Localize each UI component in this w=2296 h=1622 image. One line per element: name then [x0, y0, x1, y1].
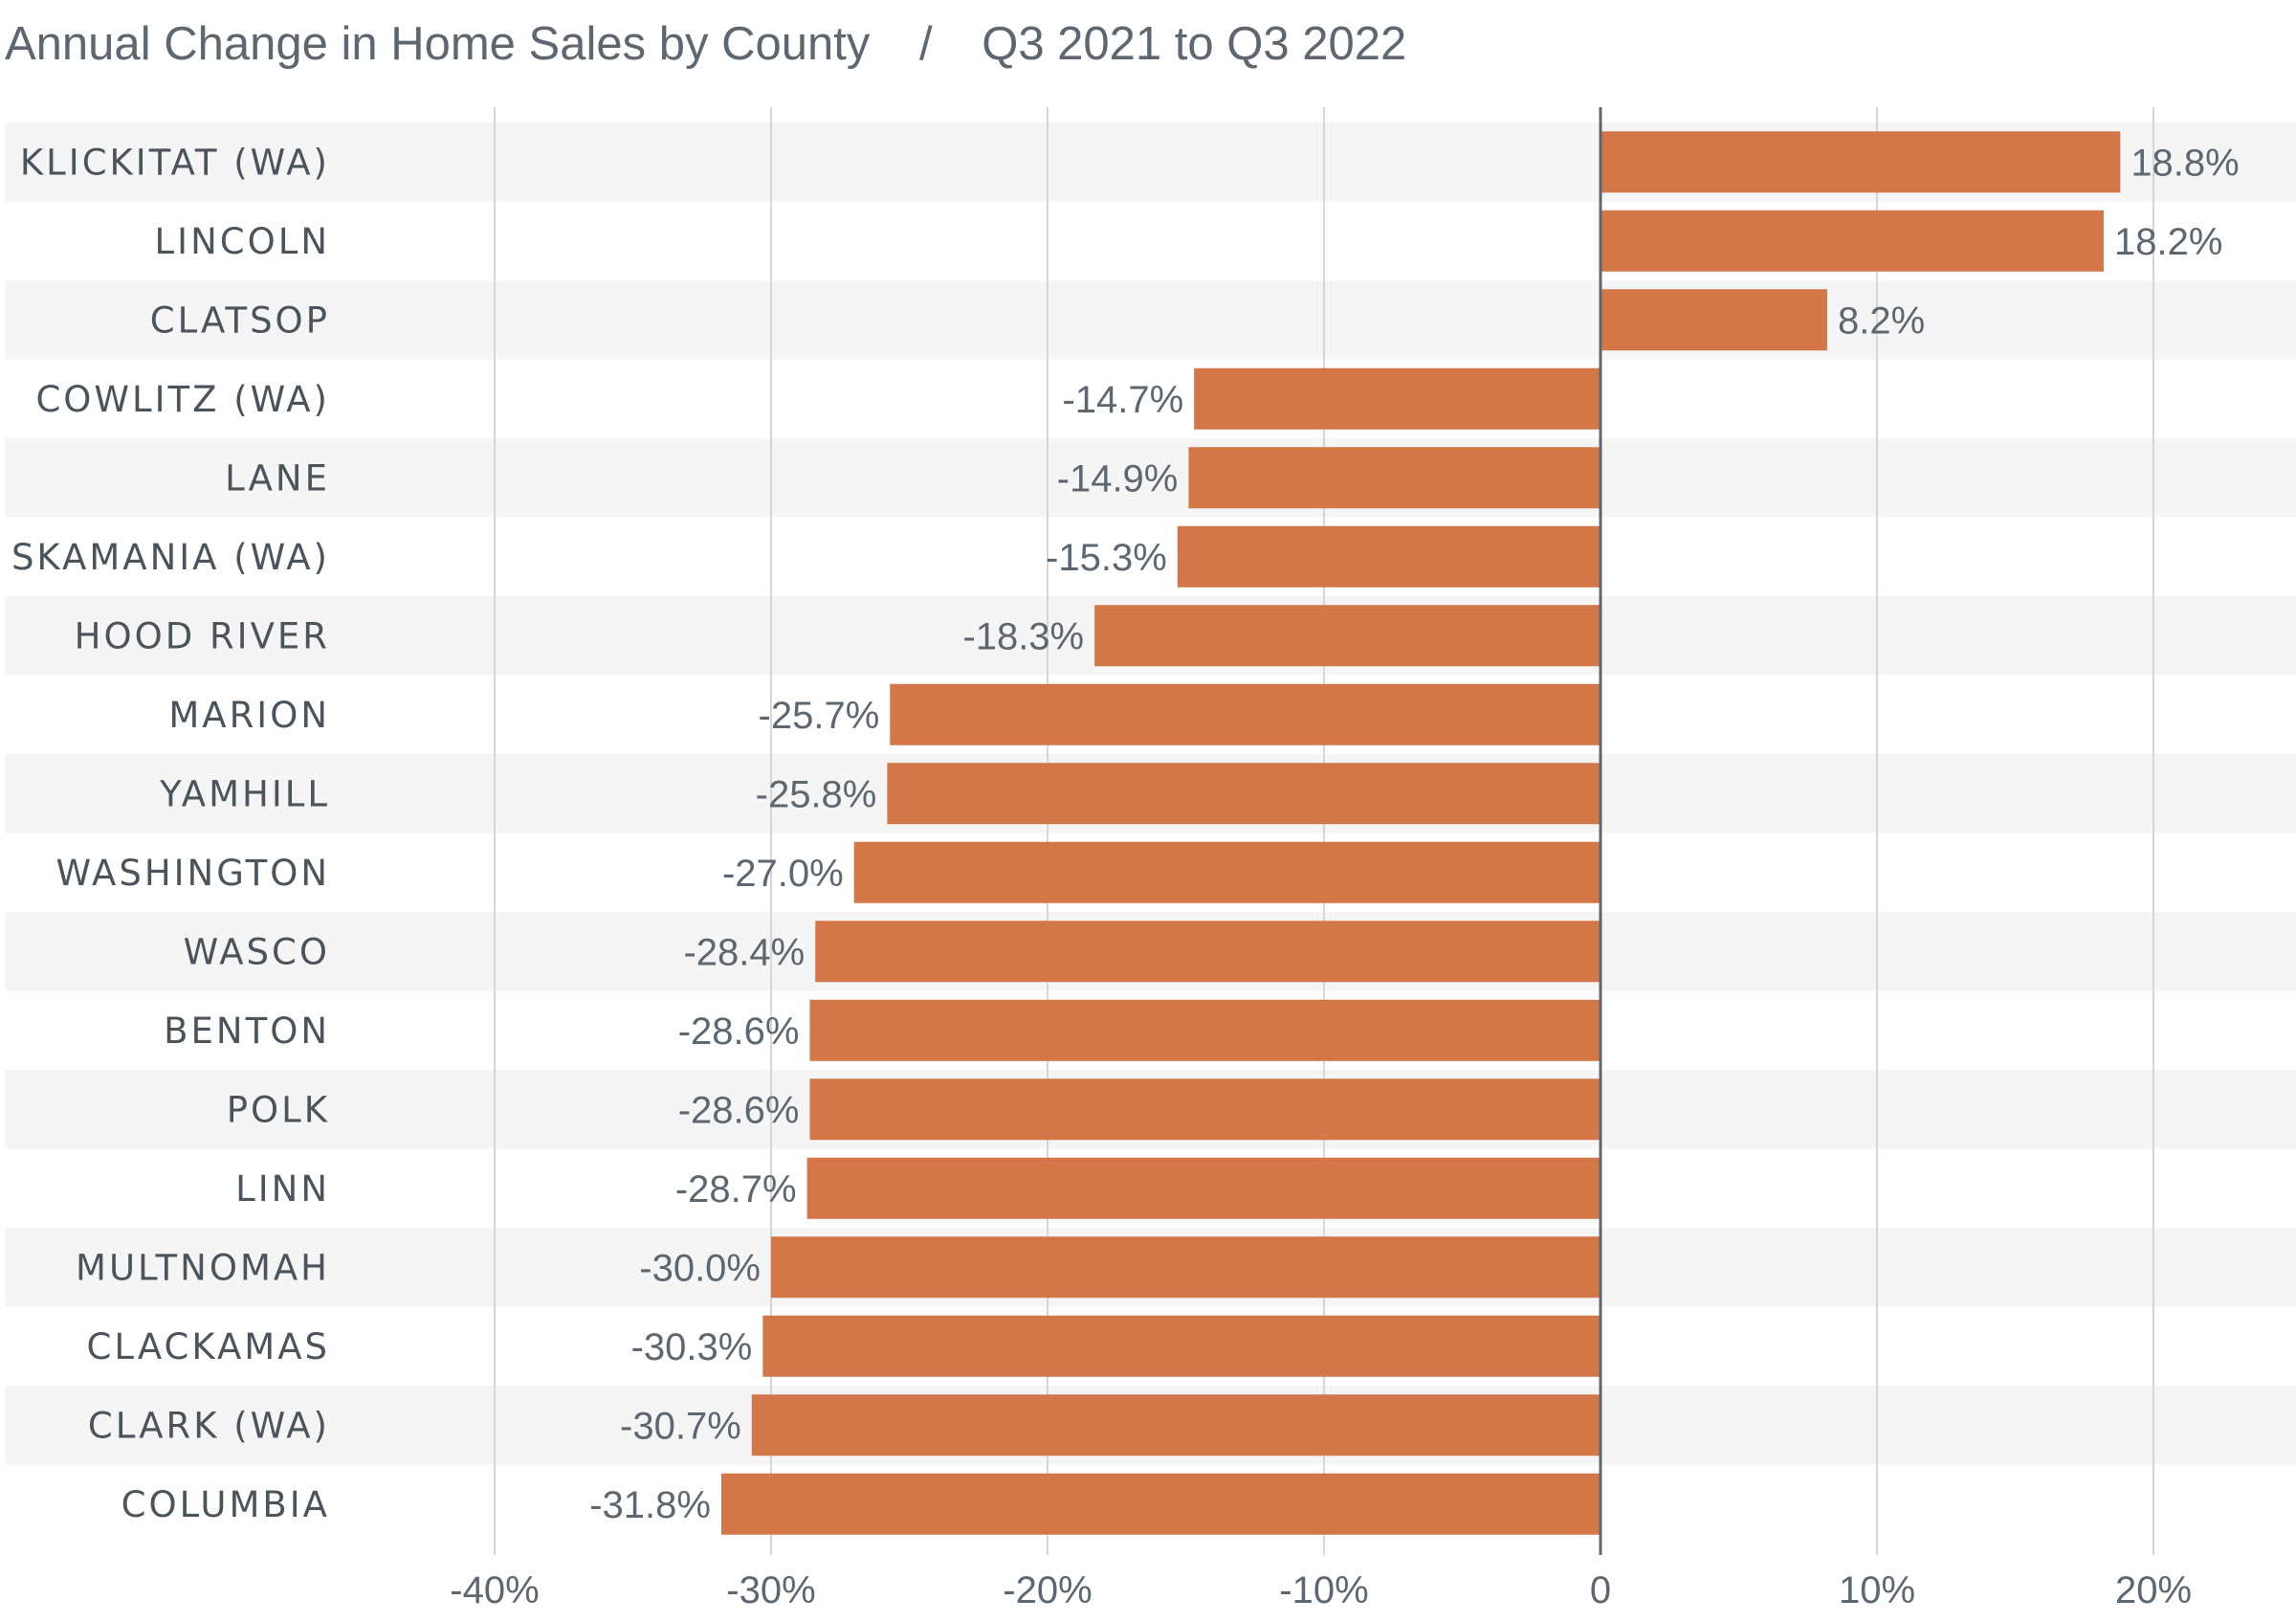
category-label: LINN [235, 1168, 330, 1210]
bar [1601, 131, 2121, 193]
category-label: BENTON [164, 1011, 330, 1052]
bar [890, 683, 1601, 745]
bar [1094, 605, 1601, 667]
value-labels: 18.8% 18.2% 8.2% -14.7% -14.9% -15.3% -18.3% -2… [589, 142, 2240, 1526]
value-label: -15.3% [1046, 537, 1167, 579]
bar [815, 921, 1601, 983]
chart-title: Annual Change in Home Sales by County / … [5, 18, 1406, 70]
category-label: CLACKAMAS [87, 1326, 330, 1367]
value-label: -28.7% [675, 1168, 797, 1211]
category-label: COLUMBIA [121, 1484, 330, 1525]
value-label: -25.8% [756, 773, 877, 815]
category-label: SKAMANIA (WA) [11, 537, 330, 578]
bar [762, 1315, 1601, 1377]
bar [1177, 525, 1601, 588]
bar [720, 1473, 1601, 1535]
value-label: -30.0% [639, 1247, 761, 1289]
bar [806, 1157, 1601, 1219]
bar [887, 763, 1601, 825]
category-labels: KLICKITAT (WA) LINCOLN CLATSOP COWLITZ (WA)… [11, 142, 330, 1525]
value-label: 18.2% [2114, 221, 2222, 263]
bar [809, 999, 1601, 1061]
value-label: -25.7% [759, 695, 880, 737]
category-label: HOOD RIVER [75, 615, 330, 656]
bar [809, 1078, 1601, 1141]
category-label: COWLITZ (WA) [35, 379, 330, 420]
gridlines [494, 107, 2154, 1555]
category-label: LINCOLN [155, 221, 330, 262]
bar [771, 1236, 1601, 1299]
bar [1601, 289, 1827, 351]
row-stripe [5, 280, 2296, 360]
x-tick-label: -20% [1003, 1569, 1092, 1611]
title-subtitle: Q3 2021 to Q3 2022 [982, 18, 1406, 70]
value-label: -14.7% [1062, 379, 1183, 421]
x-tick-label: 20% [2115, 1569, 2192, 1611]
title-main: Annual Change in Home Sales by County [5, 18, 871, 70]
title-separator: / [919, 18, 933, 70]
value-label: -28.6% [678, 1089, 800, 1131]
x-tick-label: 10% [1839, 1569, 1915, 1611]
x-axis-ticks: -40% -30% -20% -10% 0 10% 20% [450, 1569, 2192, 1611]
bars [720, 131, 2121, 1535]
category-label: YAMHILL [159, 773, 330, 814]
category-label: CLATSOP [150, 300, 330, 341]
category-label: MARION [168, 695, 330, 736]
category-label: WASHINGTON [55, 853, 330, 894]
value-label: 18.8% [2130, 142, 2239, 184]
category-label: WASCO [184, 931, 330, 972]
bar [1194, 367, 1601, 430]
value-label: -14.9% [1057, 457, 1179, 500]
bar [1601, 210, 2104, 272]
value-label: 8.2% [1838, 300, 1925, 342]
category-label: LANE [225, 457, 330, 499]
value-label: -18.3% [962, 615, 1084, 657]
bar [751, 1394, 1601, 1456]
value-label: -30.3% [631, 1326, 753, 1368]
bar [1188, 447, 1601, 509]
bar [853, 841, 1601, 903]
category-label: CLARK (WA) [88, 1405, 330, 1446]
category-label: KLICKITAT (WA) [20, 142, 330, 183]
value-label: -28.4% [683, 931, 805, 973]
category-label: POLK [227, 1089, 330, 1130]
x-tick-label: 0 [1590, 1569, 1611, 1611]
x-tick-label: -30% [726, 1569, 815, 1611]
value-label: -27.0% [722, 853, 844, 895]
row-stripe [5, 438, 2296, 518]
value-label: -28.6% [678, 1011, 800, 1053]
value-label: -30.7% [620, 1405, 741, 1447]
x-tick-label: -10% [1279, 1569, 1368, 1611]
value-label: -31.8% [589, 1484, 711, 1526]
category-label: MULTNOMAH [76, 1247, 330, 1288]
x-tick-label: -40% [450, 1569, 539, 1611]
